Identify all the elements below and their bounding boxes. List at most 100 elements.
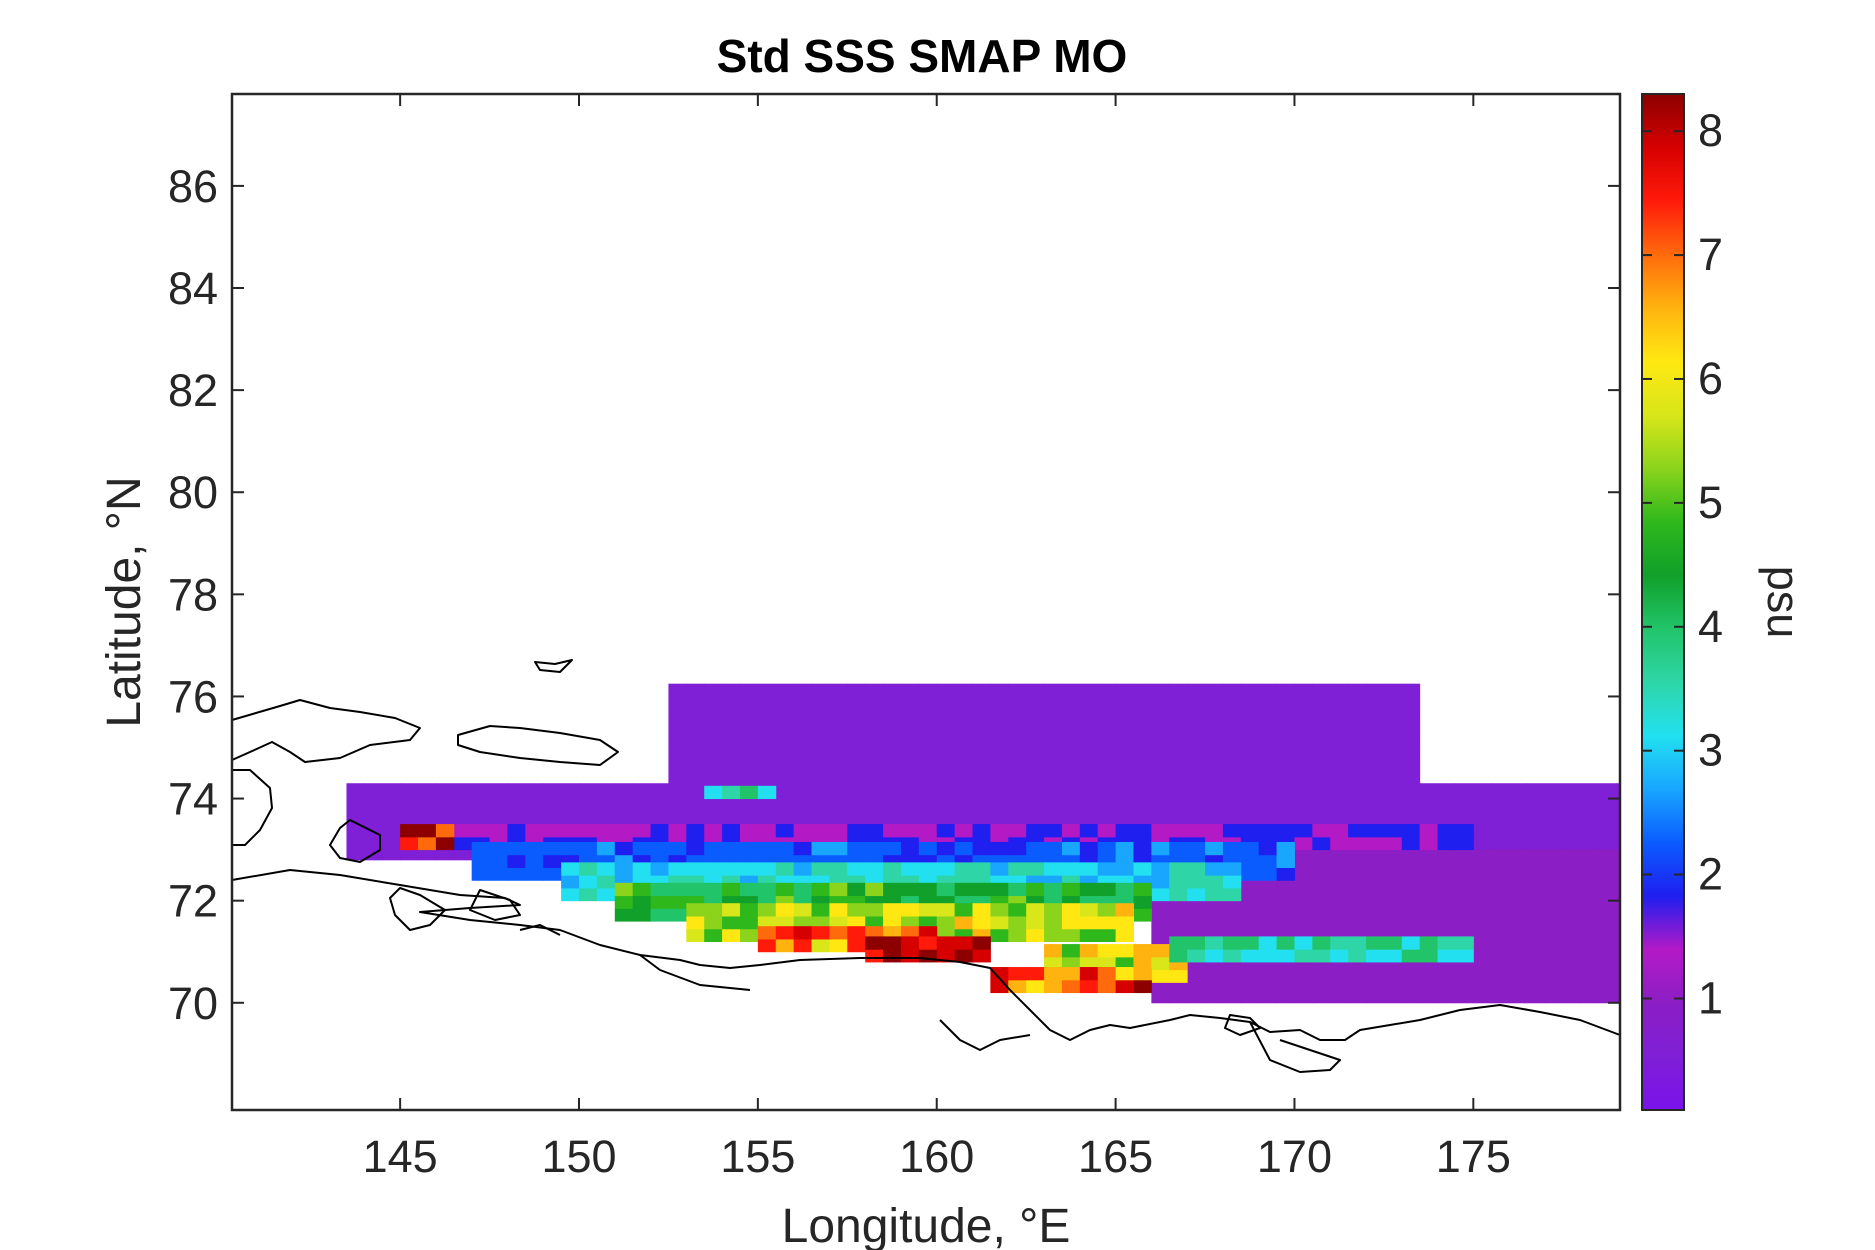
heatmap-cell	[1151, 887, 1170, 902]
heatmap-cell	[1097, 683, 1117, 697]
heatmap-cell	[847, 747, 866, 761]
heatmap-cell	[1491, 821, 1510, 835]
heatmap-cell	[1544, 875, 1564, 889]
heatmap-cell	[829, 683, 848, 697]
heatmap-cell	[865, 926, 884, 940]
heatmap-cell	[1348, 683, 1367, 697]
x-ticks: 145 150 155 160 165 170 175	[363, 94, 1511, 1182]
heatmap-cell	[346, 834, 365, 848]
heatmap-cell	[1419, 936, 1439, 950]
heatmap-cell	[1205, 936, 1224, 950]
heatmap-cell	[1419, 796, 1439, 810]
heatmap-cell	[1061, 824, 1081, 838]
heatmap-cell	[1294, 849, 1313, 863]
heatmap-cell	[1401, 926, 1421, 940]
island-7	[469, 889, 521, 921]
heatmap-cell	[883, 882, 902, 897]
heatmap-cell	[829, 747, 848, 761]
heatmap-cell	[739, 808, 759, 823]
heatmap-cell	[1258, 808, 1278, 823]
heatmap-cell	[811, 760, 830, 774]
heatmap-cell	[1258, 696, 1278, 710]
heatmap-cell	[793, 773, 813, 787]
heatmap-cell	[1044, 721, 1063, 736]
heatmap-cell	[847, 938, 866, 953]
heatmap-cell	[1276, 949, 1295, 963]
heatmap-cell	[811, 734, 830, 749]
x-tick-label: 175	[1436, 1131, 1511, 1182]
heatmap-cell	[1526, 875, 1546, 889]
heatmap-cell	[1437, 887, 1456, 902]
heatmap-cell	[1222, 913, 1242, 927]
heatmap-cell	[811, 783, 830, 797]
heatmap-cell	[1580, 887, 1600, 902]
heatmap-cell	[1366, 913, 1385, 927]
heatmap-cell	[1312, 808, 1331, 823]
heatmap-cell	[1312, 783, 1331, 797]
heatmap-cell	[1598, 990, 1617, 1004]
heatmap-cell	[453, 847, 473, 861]
heatmap-cell	[1187, 808, 1206, 823]
heatmap-cell	[1222, 696, 1242, 710]
heatmap-cell	[1544, 834, 1564, 848]
heatmap-cell	[793, 903, 813, 917]
island-2	[231, 699, 421, 763]
heatmap-cell	[1312, 977, 1331, 991]
heatmap-cell	[1169, 862, 1188, 876]
heatmap-cell	[829, 862, 848, 876]
heatmap-cells	[346, 683, 1621, 1004]
heatmap-cell	[507, 867, 526, 881]
heatmap-cell	[1366, 990, 1385, 1004]
heatmap-cell	[936, 696, 956, 710]
heatmap-cell	[1491, 808, 1510, 823]
heatmap-cell	[668, 783, 687, 797]
heatmap-cell	[1455, 824, 1474, 838]
heatmap-cell	[435, 847, 455, 861]
heatmap-cell	[793, 808, 813, 823]
heatmap-cell	[775, 773, 795, 787]
heatmap-cell	[900, 936, 920, 950]
heatmap-cell	[1079, 956, 1099, 971]
heatmap-cell	[1401, 808, 1421, 823]
heatmap-cell	[1133, 967, 1152, 981]
heatmap-cell	[972, 936, 991, 950]
heatmap-cell	[1276, 936, 1295, 950]
heatmap-cell	[1205, 841, 1224, 856]
heatmap-cell	[525, 808, 544, 823]
heatmap-cell	[418, 824, 437, 838]
heatmap-cell	[900, 783, 920, 797]
heatmap-cell	[1437, 783, 1456, 797]
heatmap-cell	[1562, 875, 1582, 889]
heatmap-cell	[1437, 808, 1456, 823]
heatmap-cell	[918, 926, 938, 940]
heatmap-cell	[1187, 949, 1206, 963]
heatmap-cell	[900, 760, 920, 774]
heatmap-cell	[1401, 683, 1421, 697]
heatmap-cell	[1473, 808, 1492, 823]
heatmap-cell	[1240, 696, 1260, 710]
heatmap-cell	[1044, 760, 1063, 774]
heatmap-cell	[972, 783, 991, 797]
heatmap-cell	[1330, 936, 1349, 950]
heatmap-cell	[1598, 783, 1617, 797]
heatmap-cell	[596, 887, 616, 902]
heatmap-cell	[1491, 834, 1510, 848]
heatmap-cell	[1044, 915, 1063, 930]
heatmap-cell	[1079, 747, 1099, 761]
heatmap-cell	[1383, 747, 1403, 761]
heatmap-cell	[1509, 821, 1528, 835]
heatmap-cell	[722, 721, 741, 736]
heatmap-cell	[1079, 734, 1099, 749]
heatmap-cell	[1401, 900, 1421, 914]
heatmap-cell	[1151, 969, 1170, 983]
heatmap-cell	[1330, 721, 1349, 736]
heatmap-cell	[1598, 938, 1617, 953]
heatmap-cell	[1598, 862, 1617, 876]
heatmap-cell	[1473, 887, 1492, 902]
heatmap-cell	[1544, 821, 1564, 835]
heatmap-cell	[1026, 882, 1045, 897]
heatmap-cell	[1258, 760, 1278, 774]
heatmap-cell	[346, 847, 365, 861]
heatmap-cell	[1044, 808, 1063, 823]
heatmap-cell	[1509, 862, 1528, 876]
